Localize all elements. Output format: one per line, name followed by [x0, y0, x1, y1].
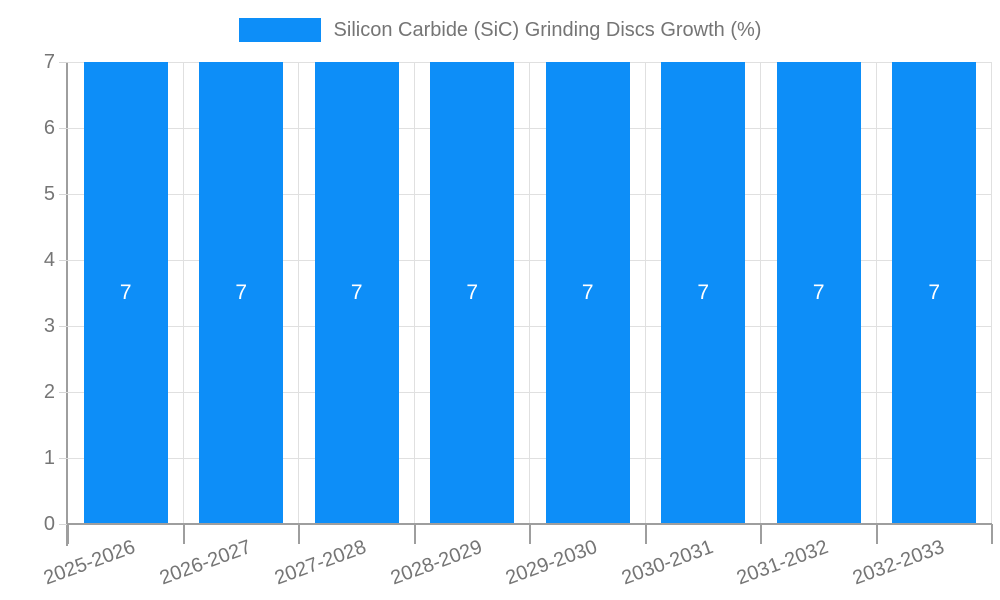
legend-label: Silicon Carbide (SiC) Grinding Discs Gro… — [333, 18, 762, 41]
bar-cell: 7 — [877, 62, 993, 524]
y-tick — [59, 62, 68, 63]
y-tick-label: 3 — [43, 315, 55, 337]
bar-2032-2033[interactable]: 7 — [892, 62, 977, 524]
y-tick — [59, 326, 68, 327]
x-tick-label: 2030-2031 — [618, 536, 716, 590]
horizontal-gridline — [68, 194, 992, 195]
legend-swatch-icon — [238, 18, 321, 42]
x-tick — [413, 524, 416, 544]
bars-layer: 7 7 7 7 7 7 7 7 — [68, 62, 992, 524]
x-tick — [298, 524, 300, 544]
y-tick-label: 6 — [43, 117, 55, 139]
bar-value-label: 7 — [466, 281, 479, 304]
bar-value-label: 7 — [697, 281, 710, 304]
x-tick — [991, 524, 993, 544]
horizontal-gridline — [68, 260, 992, 261]
x-tick-label: 2031-2032 — [733, 536, 832, 590]
y-tick — [59, 524, 68, 525]
vertical-gridline — [991, 62, 992, 524]
bar-2025-2026[interactable]: 7 — [83, 62, 168, 524]
y-tick — [59, 128, 68, 129]
y-tick-label: 2 — [43, 381, 55, 403]
x-tick — [67, 524, 69, 544]
vertical-gridline — [644, 62, 646, 524]
bar-2030-2031[interactable]: 7 — [661, 62, 746, 524]
y-tick-label: 7 — [43, 51, 55, 73]
y-tick — [59, 458, 68, 459]
y-tick — [59, 194, 68, 195]
bar-cell: 7 — [530, 62, 646, 524]
bar-cell: 7 — [415, 62, 531, 524]
plot-area: 7 7 7 7 7 7 7 7 — [68, 62, 992, 524]
x-tick-label: 2032-2033 — [849, 536, 947, 590]
x-tick-label: 2027-2028 — [271, 536, 370, 590]
bar-2028-2029[interactable]: 7 — [430, 62, 515, 524]
bar-2026-2027[interactable]: 7 — [199, 62, 284, 524]
bar-value-label: 7 — [350, 281, 363, 304]
horizontal-gridline — [68, 128, 992, 129]
horizontal-gridline — [68, 62, 992, 63]
horizontal-gridline — [68, 326, 992, 327]
bar-value-label: 7 — [235, 281, 248, 304]
bar-value-label: 7 — [928, 281, 941, 304]
x-tick — [760, 524, 762, 544]
y-tick-label: 1 — [43, 447, 55, 469]
vertical-gridline — [875, 62, 877, 524]
bar-2027-2028[interactable]: 7 — [314, 62, 399, 524]
horizontal-gridline — [68, 392, 992, 393]
x-tick-label: 2028-2029 — [387, 536, 485, 590]
x-tick — [182, 524, 185, 544]
vertical-gridline — [413, 62, 415, 524]
chart-legend: Silicon Carbide (SiC) Grinding Discs Gro… — [0, 18, 1000, 42]
x-tick — [529, 524, 531, 544]
bar-cell: 7 — [761, 62, 877, 524]
legend-item-sic-growth[interactable]: Silicon Carbide (SiC) Grinding Discs Gro… — [238, 18, 762, 42]
bar-2029-2030[interactable]: 7 — [545, 62, 630, 524]
y-tick-label: 4 — [43, 249, 55, 271]
bar-value-label: 7 — [119, 281, 132, 304]
bar-cell: 7 — [184, 62, 300, 524]
vertical-gridline — [760, 62, 761, 524]
bar-2031-2032[interactable]: 7 — [776, 62, 861, 524]
bar-value-label: 7 — [812, 281, 825, 304]
x-tick — [875, 524, 878, 544]
y-tick — [59, 392, 68, 393]
bar-cell: 7 — [299, 62, 415, 524]
y-tick — [59, 260, 68, 261]
vertical-gridline — [298, 62, 299, 524]
bar-value-label: 7 — [581, 281, 594, 304]
bar-cell: 7 — [68, 62, 184, 524]
vertical-gridline — [529, 62, 530, 524]
y-tick-label: 0 — [43, 513, 55, 535]
horizontal-gridline — [68, 458, 992, 459]
y-tick-label: 5 — [43, 183, 55, 205]
x-tick-label: 2029-2030 — [502, 536, 601, 590]
bar-cell: 7 — [646, 62, 762, 524]
vertical-gridline — [182, 62, 184, 524]
x-tick-label: 2025-2026 — [40, 536, 139, 590]
x-tick — [644, 524, 647, 544]
x-tick-label: 2026-2027 — [156, 536, 254, 590]
y-axis-line — [66, 62, 68, 546]
